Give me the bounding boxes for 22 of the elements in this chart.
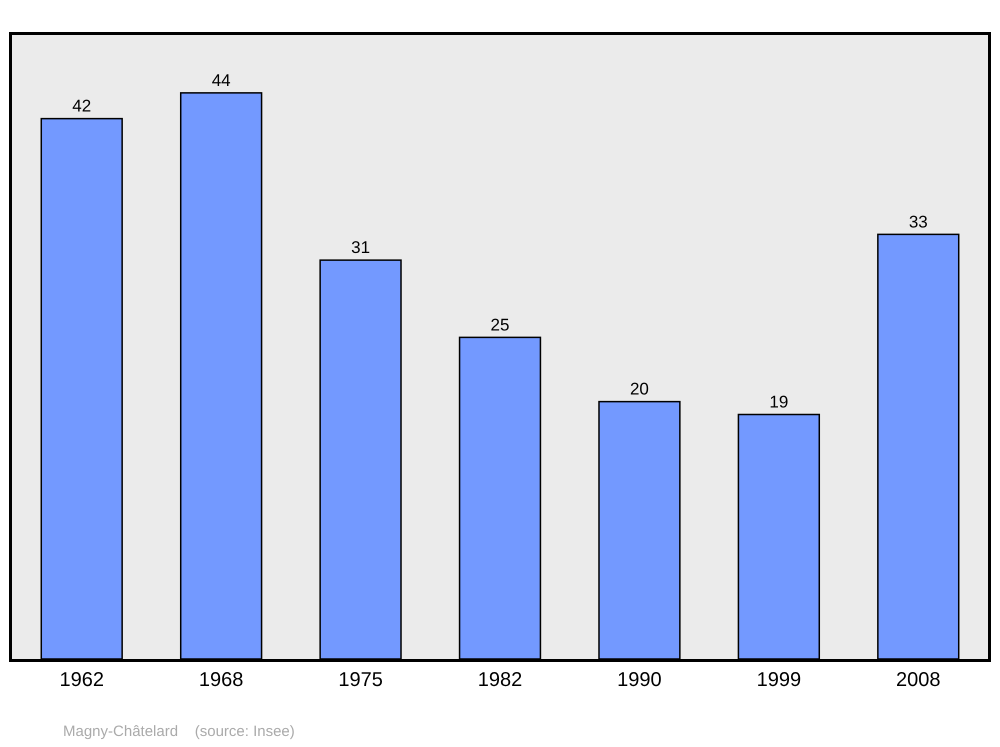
data-label: 19 xyxy=(769,392,788,412)
data-label: 20 xyxy=(630,380,649,399)
x-tick-label: 1990 xyxy=(617,668,662,691)
data-label: 44 xyxy=(212,70,231,90)
data-label: 33 xyxy=(908,212,928,232)
text: Magny-Châtelard (source: Insee) xyxy=(63,723,295,740)
x-tick-label: 1975 xyxy=(338,668,383,691)
bar xyxy=(40,118,123,659)
bar xyxy=(877,234,960,659)
x-tick-label: 2008 xyxy=(896,668,941,691)
x-tick-label: 1968 xyxy=(198,668,244,691)
data-label: 31 xyxy=(351,238,370,258)
bar xyxy=(458,336,542,659)
bar xyxy=(180,92,262,659)
bar xyxy=(598,400,681,659)
x-tick-label: 1962 xyxy=(59,668,104,691)
data-label: 25 xyxy=(490,315,510,334)
x-tick-label: 1999 xyxy=(756,668,802,691)
bar xyxy=(738,414,820,659)
bar xyxy=(319,259,402,659)
data-label: 42 xyxy=(72,96,92,116)
x-tick-label: 1982 xyxy=(478,668,522,691)
